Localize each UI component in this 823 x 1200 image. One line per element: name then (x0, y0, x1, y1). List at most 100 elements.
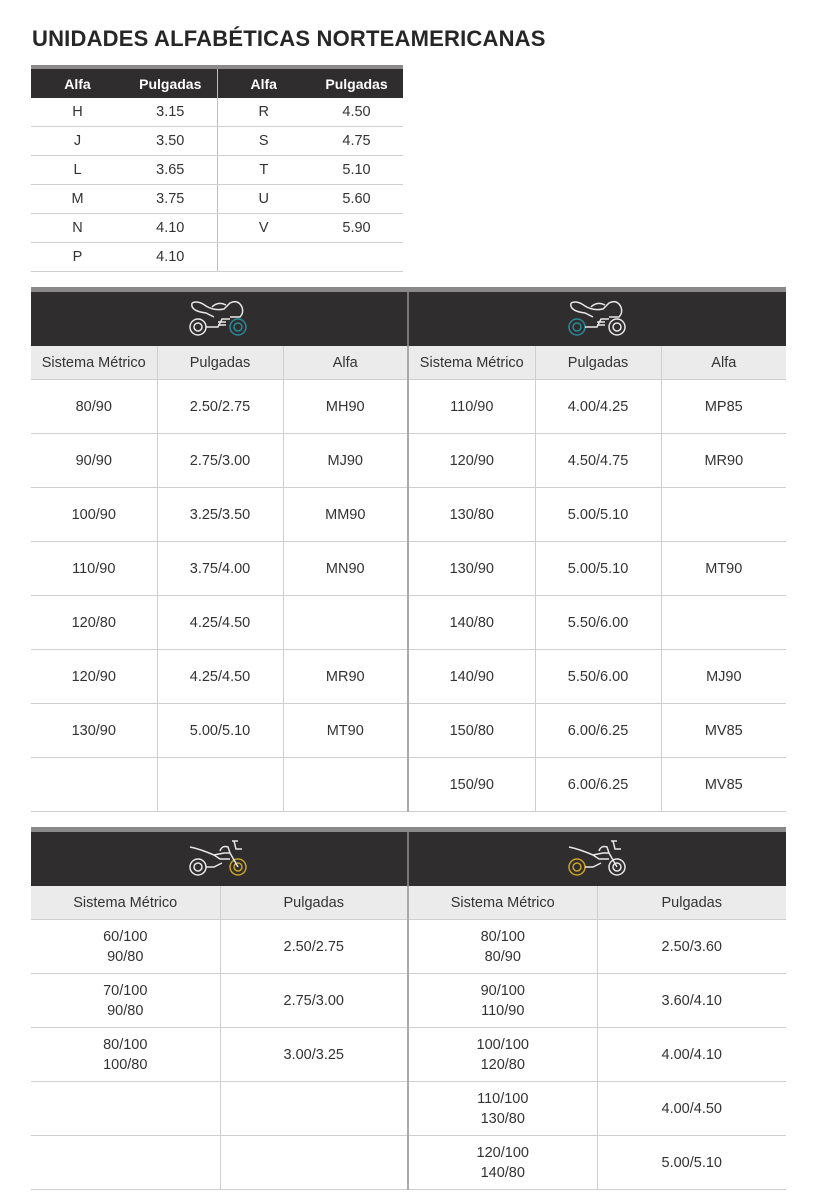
alpha-units-table: Alfa Pulgadas Alfa Pulgadas H 3.15 R 4.50 J 3.50 S… (31, 65, 403, 272)
table-cell (217, 242, 310, 272)
table-cell: 150/90 (408, 757, 536, 812)
metric-size: 90/100 (480, 982, 525, 999)
table-cell: N (31, 213, 124, 243)
table-cell: 70/100 90/80 (31, 973, 221, 1028)
table-cell: 3.65 (124, 155, 218, 185)
table-cell: 130/80 (408, 487, 536, 542)
table-cell (31, 1135, 221, 1190)
table-cell: MR90 (661, 433, 787, 488)
table-row: 70/100 90/80 2.75/3.00 90/100 110/90 3.60/4.1… (31, 973, 786, 1028)
table-row: 80/100 100/80 3.00/3.25 100/100 120/80 4.00/4… (31, 1027, 786, 1082)
column-header: Pulgadas (220, 886, 409, 920)
page-title: UNIDADES ALFABÉTICAS NORTEAMERICANAS (32, 26, 546, 51)
table-cell: 4.00/4.50 (597, 1081, 786, 1136)
table-row: P 4.10 (31, 242, 403, 272)
offroad-tire-conversion-table: Sistema Métrico Pulgadas Sistema Métrico Pu… (31, 827, 786, 1190)
column-header: Pulgadas (535, 346, 662, 380)
table-cell: H (31, 98, 124, 127)
table-cell: 90/90 (31, 433, 158, 488)
table-cell: 3.00/3.25 (220, 1027, 409, 1082)
table-cell: M (31, 184, 124, 214)
table-cell (31, 757, 158, 812)
table-row: 100/90 3.25/3.50 MM90 130/80 5.00/5.10 (31, 487, 787, 542)
metric-size: 100/80 (103, 1056, 148, 1073)
street-tire-conversion-table: Sistema Métrico Pulgadas Alfa Sistema Métri… (31, 287, 787, 812)
metric-size: 90/80 (107, 1002, 144, 1019)
table-cell: 120/100 140/80 (408, 1135, 598, 1190)
table-cell: 110/90 (408, 379, 536, 434)
table-cell: 4.00/4.25 (535, 379, 662, 434)
sport-motorcycle-rear-wheel-icon (408, 289, 787, 346)
table-cell: 140/90 (408, 649, 536, 704)
table-cell: 5.10 (310, 155, 403, 185)
table-cell (220, 1135, 409, 1190)
table-cell: MV85 (661, 703, 787, 758)
metric-size: 110/100 (477, 1090, 529, 1107)
table-cell: 120/80 (31, 595, 158, 650)
metric-size: 90/80 (107, 948, 144, 965)
table-cell (220, 1081, 409, 1136)
table-cell: 3.75/4.00 (157, 541, 284, 596)
table-row: L 3.65 T 5.10 (31, 155, 403, 185)
table-cell: MP85 (661, 379, 787, 434)
table-cell (310, 242, 403, 272)
table-row: 90/90 2.75/3.00 MJ90 120/90 4.50/4.75 MR90 (31, 433, 787, 488)
column-header: Pulgadas (124, 67, 218, 98)
column-header: Pulgadas (597, 886, 786, 920)
table-cell: MH90 (283, 379, 410, 434)
table-cell: 90/100 110/90 (408, 973, 598, 1028)
table-cell: 130/90 (408, 541, 536, 596)
table-cell: 3.50 (124, 126, 218, 156)
table-cell: 5.50/6.00 (535, 649, 662, 704)
dirt-motorcycle-rear-wheel-icon (408, 829, 786, 886)
table-cell: S (217, 126, 310, 156)
table-cell: 100/90 (31, 487, 158, 542)
table-cell: 4.25/4.50 (157, 649, 284, 704)
table-cell (283, 595, 410, 650)
table-cell: MJ90 (661, 649, 787, 704)
table-cell: 5.60 (310, 184, 403, 214)
table-cell: MT90 (661, 541, 787, 596)
table-cell: P (31, 242, 124, 272)
table-cell: 6.00/6.25 (535, 757, 662, 812)
table-cell: 130/90 (31, 703, 158, 758)
column-header: Alfa (31, 67, 124, 98)
table-cell: 4.25/4.50 (157, 595, 284, 650)
table-row: 120/100 140/80 5.00/5.10 (31, 1135, 786, 1190)
table-row: 130/90 5.00/5.10 MT90 150/80 6.00/6.25 MV85 (31, 703, 787, 758)
table-row: 150/90 6.00/6.25 MV85 (31, 757, 787, 812)
dirt-motorcycle-front-wheel-icon (31, 829, 409, 886)
table-cell: 60/100 90/80 (31, 919, 221, 974)
metric-size: 100/100 (476, 1036, 529, 1053)
table-cell: 4.50 (310, 98, 403, 127)
table-cell: 5.00/5.10 (157, 703, 284, 758)
table-cell: 80/100 100/80 (31, 1027, 221, 1082)
table-cell: 3.75 (124, 184, 218, 214)
column-header: Alfa (217, 67, 310, 98)
table-cell: MJ90 (283, 433, 410, 488)
column-header: Pulgadas (310, 67, 403, 98)
table-cell: 2.75/3.00 (157, 433, 284, 488)
table-cell: 2.50/2.75 (220, 919, 409, 974)
sport-motorcycle-front-wheel-icon (31, 289, 410, 346)
table-cell: R (217, 98, 310, 127)
table-row: 120/80 4.25/4.50 140/80 5.50/6.00 (31, 595, 787, 650)
table-row: J 3.50 S 4.75 (31, 126, 403, 156)
table-cell: 120/90 (31, 649, 158, 704)
metric-size: 130/80 (480, 1110, 525, 1127)
metric-size: 140/80 (480, 1164, 525, 1181)
metric-size: 120/80 (480, 1056, 525, 1073)
table-row: H 3.15 R 4.50 (31, 98, 403, 127)
table-cell: MT90 (283, 703, 410, 758)
column-header: Alfa (661, 346, 787, 380)
table-cell (661, 595, 787, 650)
table-cell: 80/90 (31, 379, 158, 434)
table-cell (661, 487, 787, 542)
column-header: Sistema Métrico (31, 346, 158, 380)
column-header: Alfa (283, 346, 410, 380)
table-cell (283, 757, 410, 812)
table-cell: 80/100 80/90 (408, 919, 598, 974)
metric-size: 80/100 (480, 928, 525, 945)
table-cell: T (217, 155, 310, 185)
table-cell: 5.00/5.10 (535, 541, 662, 596)
